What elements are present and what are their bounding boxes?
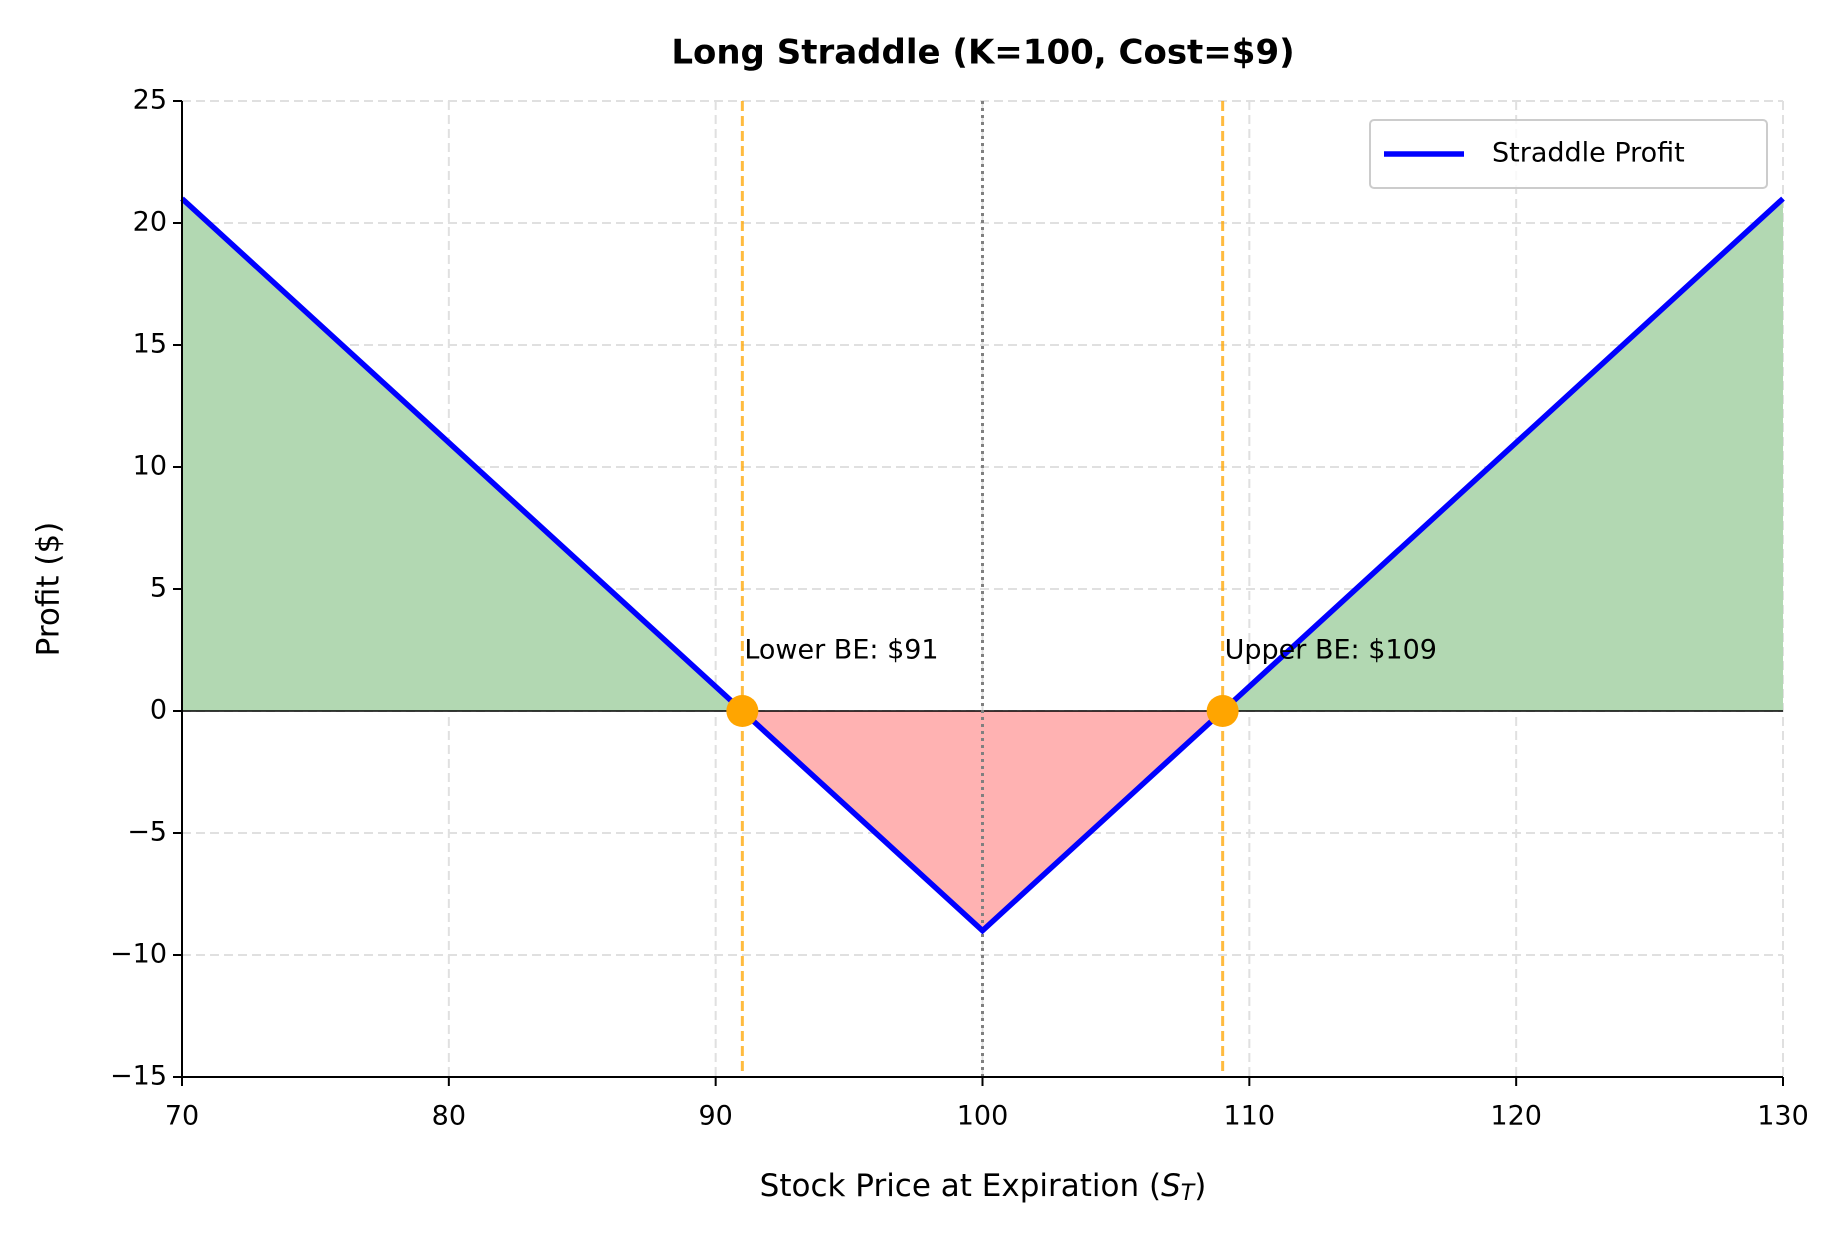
y-axis-label: Profit ($) [31,522,67,657]
y-tick-label: 25 [133,85,167,116]
x-tick-label: 110 [1224,1101,1276,1132]
profit-area [182,198,1783,711]
y-tick-label: −5 [127,817,167,848]
x-tick-label: 120 [1490,1101,1542,1132]
breakeven-point [1206,695,1239,727]
annotation: Lower BE: $91 [744,635,938,666]
x-label-close: ) [1194,1168,1206,1204]
breakeven-point [726,695,759,727]
loss-area [182,711,1783,931]
legend-box [1369,119,1768,189]
y-tick-label: 5 [150,573,167,604]
x-tick-label: 90 [698,1101,732,1132]
annotation: Upper BE: $109 [1225,635,1437,666]
y-tick-label: −15 [110,1061,167,1092]
y-tick-label: −10 [110,939,167,970]
x-tick-label: 130 [1757,1101,1809,1132]
x-label-text: Stock Price at Expiration ( [760,1168,1161,1204]
y-tick-label: 20 [133,207,167,238]
chart-title: Long Straddle (K=100, Cost=$9) [671,33,1294,73]
y-tick-label: 0 [150,695,167,726]
x-label-symbol: S [1161,1168,1181,1204]
x-tick-label: 70 [165,1101,199,1132]
y-tick-label: 15 [133,329,167,360]
x-tick-label: 80 [432,1101,466,1132]
profit-line [180,196,1785,935]
legend-label: Straddle Profit [1492,138,1685,169]
x-axis-label: Stock Price at Expiration (ST) [760,1168,1207,1207]
x-label-subscript: T [1181,1181,1196,1206]
y-tick-label: 10 [133,451,167,482]
x-tick-label: 100 [957,1101,1009,1132]
